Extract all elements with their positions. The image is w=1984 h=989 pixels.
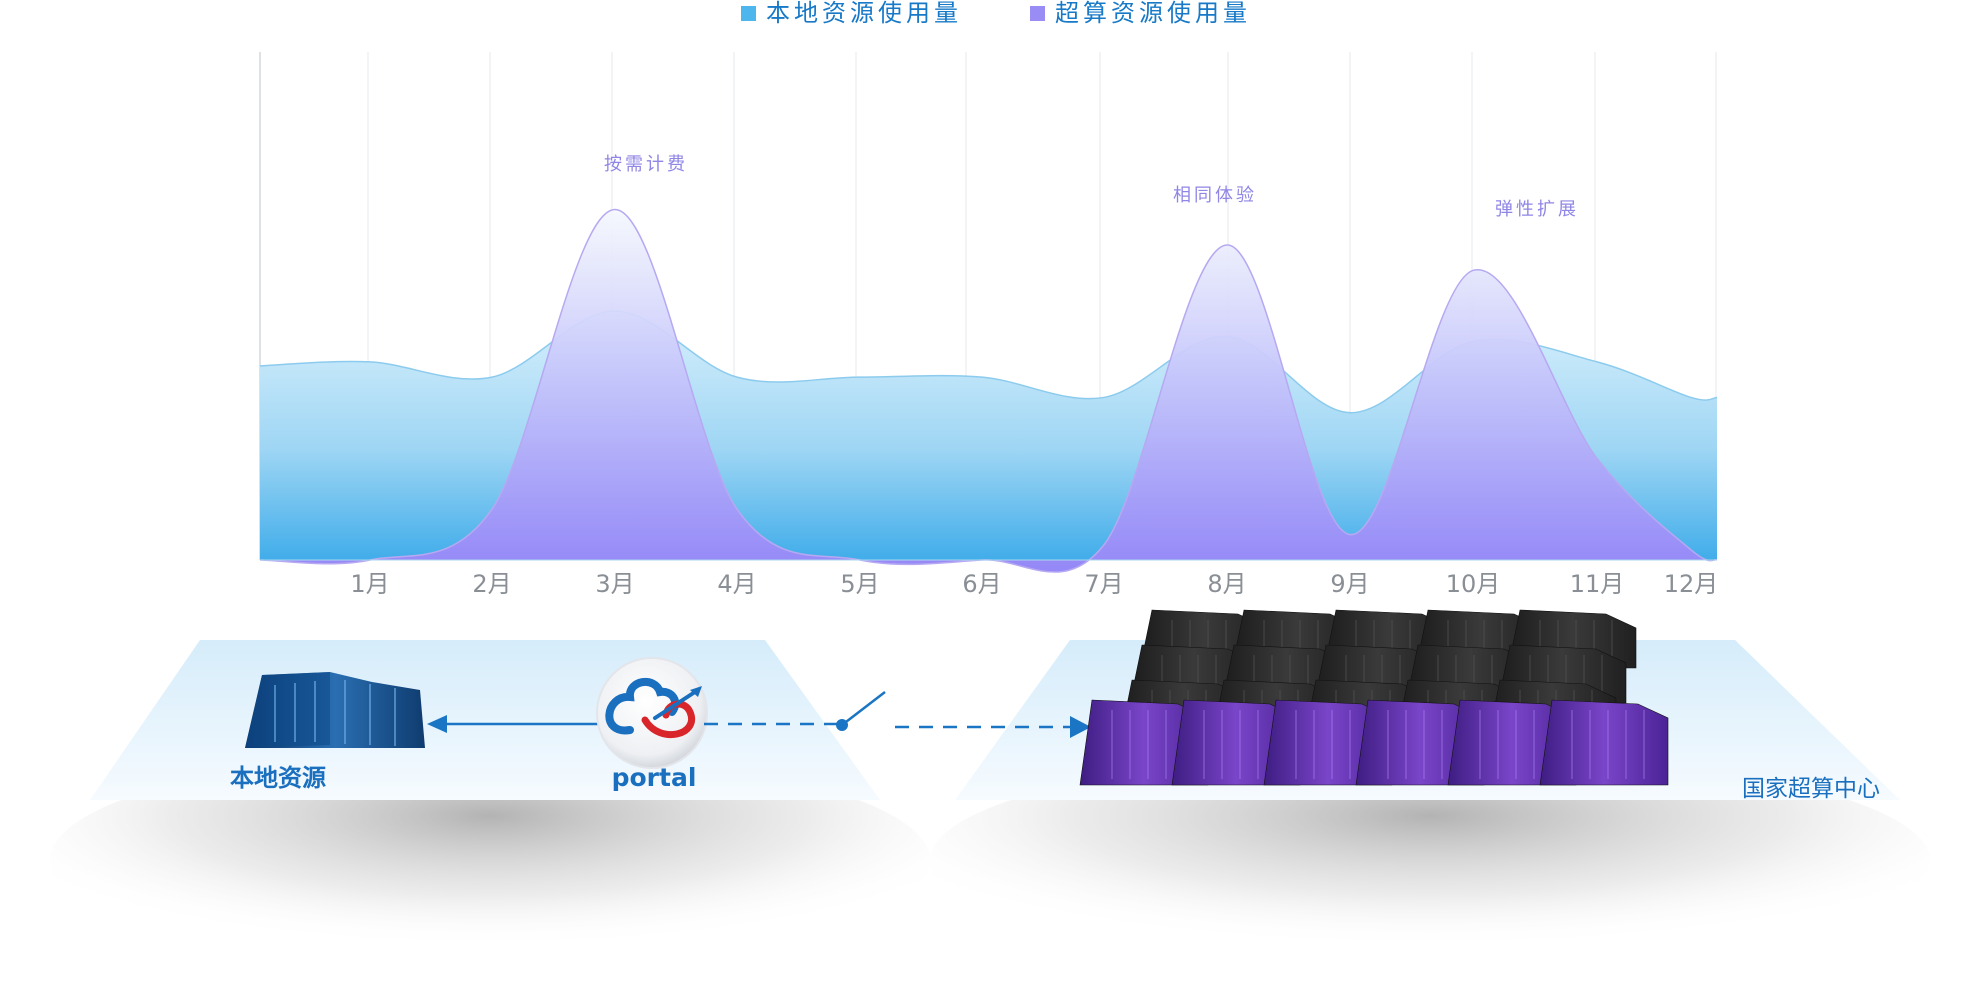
x-tick-label: 1月	[350, 570, 389, 598]
x-tick-label: 11月	[1570, 570, 1625, 598]
x-tick-label: 3月	[595, 570, 634, 598]
arrow-to-hpc-icon	[1070, 716, 1091, 738]
chart-annotation: 弹性扩展	[1495, 199, 1579, 220]
line-series-hpc	[259, 208, 1718, 573]
x-tick-label: 6月	[962, 570, 1001, 598]
legend-swatch-local	[741, 5, 756, 21]
portal-label: portal	[612, 763, 697, 792]
local-platform-plane	[90, 640, 880, 800]
hpc-server-cluster-icon	[1079, 609, 1669, 786]
x-tick-label: 8月	[1207, 570, 1246, 598]
portal-logo-icon	[596, 657, 708, 769]
local-platform	[50, 640, 930, 970]
legend-item-local: 本地资源使用量	[741, 0, 962, 26]
local-resource-label: 本地资源	[230, 764, 326, 792]
chart-legend: 本地资源使用量 超算资源使用量	[0, 0, 1984, 30]
x-axis: 1月 2月 3月 4月 5月 6月 7月 8月 9月 10月 11月 12月	[260, 559, 1719, 598]
legend-swatch-hpc	[1030, 5, 1045, 21]
legend-item-hpc: 超算资源使用量	[1030, 0, 1251, 26]
x-tick-label: 2月	[472, 570, 511, 598]
x-tick-label: 7月	[1084, 570, 1123, 598]
chart-areas	[259, 208, 1718, 573]
x-tick-label: 12月	[1664, 570, 1719, 598]
area-series-hpc	[260, 209, 1717, 573]
chart-annotation: 相同体验	[1173, 185, 1257, 206]
chart-annotation: 按需计费	[604, 154, 688, 175]
local-platform-shadow	[50, 750, 930, 970]
x-tick-label: 9月	[1330, 570, 1369, 598]
hpc-center-label: 国家超算中心	[1742, 776, 1880, 802]
connection-switch	[704, 691, 1072, 731]
local-server-rack-icon	[245, 672, 425, 748]
legend-label-hpc: 超算资源使用量	[1055, 0, 1251, 27]
x-tick-label: 5月	[840, 570, 879, 598]
x-tick-label: 4月	[717, 570, 756, 598]
legend-label-local: 本地资源使用量	[766, 0, 962, 27]
hpc-platform-shadow	[930, 750, 1930, 970]
arrow-to-local-icon	[427, 715, 447, 733]
x-tick-label: 10月	[1446, 570, 1501, 598]
